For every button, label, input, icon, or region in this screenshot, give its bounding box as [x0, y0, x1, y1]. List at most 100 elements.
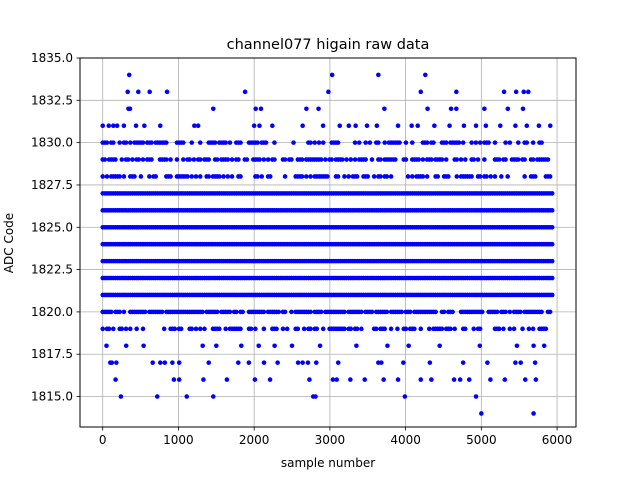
- chart-title: channel077 higain raw data: [227, 37, 430, 53]
- data-point: [185, 174, 190, 179]
- data-point: [123, 140, 129, 145]
- data-point: [189, 326, 195, 332]
- data-point: [378, 157, 383, 162]
- data-point: [524, 123, 530, 129]
- data-point: [382, 326, 388, 332]
- data-point: [252, 377, 258, 382]
- data-point: [168, 174, 173, 179]
- data-point: [518, 360, 524, 365]
- data-point: [473, 140, 479, 145]
- data-point: [539, 140, 544, 145]
- data-point: [549, 224, 555, 230]
- data-point: [469, 174, 474, 179]
- data-point: [164, 157, 169, 162]
- data-point: [439, 157, 445, 162]
- data-point: [503, 157, 508, 162]
- data-point: [295, 360, 301, 365]
- data-point: [522, 157, 527, 162]
- data-point: [462, 157, 468, 162]
- data-point: [140, 140, 146, 145]
- y-tick-label: 1830.0: [31, 136, 73, 150]
- data-point: [364, 123, 370, 129]
- data-point: [452, 326, 457, 332]
- data-point: [246, 360, 252, 365]
- data-point: [539, 309, 544, 315]
- data-point: [317, 343, 323, 349]
- data-point: [197, 140, 203, 145]
- data-point: [121, 174, 127, 179]
- data-point: [515, 140, 521, 145]
- data-point: [248, 326, 254, 332]
- data-point: [258, 106, 264, 112]
- data-point: [427, 360, 433, 365]
- data-point: [138, 174, 144, 179]
- data-point: [530, 140, 536, 145]
- data-point: [154, 394, 160, 399]
- data-point: [136, 157, 142, 162]
- data-point: [363, 140, 368, 145]
- x-tick-label: 1000: [163, 433, 194, 447]
- data-point: [227, 309, 233, 315]
- data-point: [130, 157, 135, 162]
- data-point: [329, 72, 335, 78]
- data-point: [354, 343, 359, 349]
- data-point: [423, 72, 428, 78]
- data-point: [435, 174, 441, 179]
- data-point: [197, 157, 203, 162]
- data-point: [176, 377, 182, 382]
- data-point: [127, 106, 133, 112]
- data-point: [305, 360, 311, 365]
- data-point: [420, 174, 426, 179]
- y-tick-label: 1817.5: [31, 347, 73, 361]
- data-point: [301, 326, 307, 332]
- data-point: [443, 140, 449, 145]
- data-point: [214, 157, 220, 162]
- data-point: [210, 394, 216, 399]
- data-point: [108, 309, 114, 315]
- data-point: [174, 157, 180, 162]
- data-point: [520, 326, 525, 332]
- data-point: [477, 343, 483, 349]
- data-point: [549, 208, 555, 213]
- data-point: [176, 360, 182, 365]
- data-point: [507, 309, 513, 315]
- data-point: [469, 140, 474, 145]
- data-point: [200, 343, 205, 349]
- data-point: [418, 89, 424, 95]
- data-point: [291, 140, 296, 145]
- data-point: [113, 157, 118, 162]
- data-point: [189, 140, 195, 145]
- data-point: [102, 157, 108, 162]
- data-point: [157, 360, 163, 365]
- data-point: [191, 157, 197, 162]
- data-point: [270, 123, 275, 129]
- data-point: [473, 123, 479, 129]
- data-point: [403, 140, 409, 145]
- data-point: [466, 377, 472, 382]
- data-point: [385, 343, 390, 349]
- data-point: [352, 140, 358, 145]
- data-point: [457, 377, 463, 382]
- data-point: [359, 309, 364, 315]
- data-point: [323, 157, 328, 162]
- data-point: [267, 174, 273, 179]
- data-point: [369, 309, 375, 315]
- data-point: [200, 309, 205, 315]
- data-point: [362, 377, 368, 382]
- data-point: [172, 326, 178, 332]
- data-point: [520, 106, 526, 112]
- data-point: [238, 326, 243, 332]
- data-point: [424, 174, 430, 179]
- data-point: [304, 106, 309, 112]
- data-point: [482, 157, 487, 162]
- data-point: [446, 174, 451, 179]
- data-point: [486, 140, 491, 145]
- data-point: [382, 140, 388, 145]
- data-point: [549, 292, 555, 298]
- data-point: [157, 123, 163, 129]
- data-point: [242, 89, 248, 95]
- data-point: [522, 377, 528, 382]
- data-point: [109, 360, 115, 365]
- data-point: [104, 174, 110, 179]
